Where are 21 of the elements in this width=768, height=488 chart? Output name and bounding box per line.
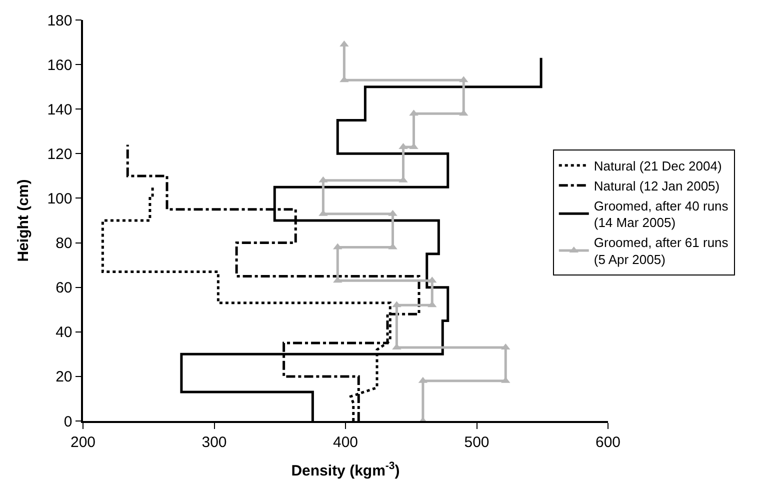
y-tick-label: 80 [56,235,72,252]
y-tick-label: 20 [56,368,72,386]
x-tick-label: 200 [70,434,96,451]
y-tick-label: 140 [47,101,72,118]
x-tick-label: 500 [464,434,490,451]
y-tick-label: 0 [64,413,72,430]
y-tick-label: 180 [47,12,72,30]
y-tick-label: 60 [56,280,72,297]
legend-label: Natural (12 Jan 2005) [594,178,720,194]
x-tick-label: 300 [202,434,227,451]
y-axis-title: Height (cm) [14,179,32,262]
y-tick-label: 40 [56,324,72,342]
y-tick-label: 100 [47,190,72,208]
x-tick-label: 400 [332,434,358,451]
y-tick-label: 120 [47,146,72,163]
x-axis-title: Density (kgm$^{-3}$) [291,460,400,480]
x-tick-label: 600 [595,434,621,451]
legend-label: Natural (21 Dec 2004) [594,158,722,174]
y-tick-label: 160 [47,56,72,74]
legend-label: Groomed, after 61 runs (5 Apr 2005) [594,235,729,267]
legend-label: Groomed, after 40 runs (14 Mar 2005) [594,198,729,230]
